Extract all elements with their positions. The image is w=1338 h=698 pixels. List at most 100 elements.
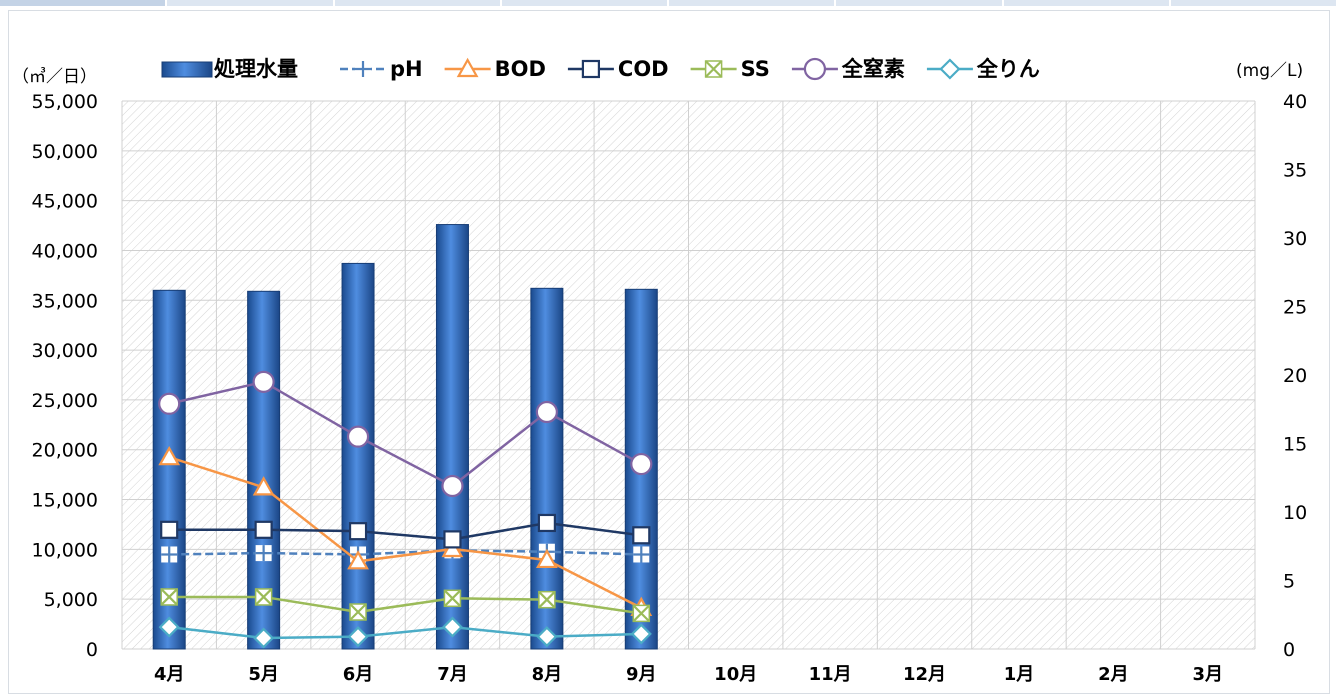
right-tick-label: 20 [1283, 365, 1307, 387]
legend-label: COD [618, 57, 669, 81]
series-polyline [169, 625, 642, 640]
series-line-square [160, 513, 651, 549]
right-axis-unit: (mg／L) [1236, 61, 1303, 81]
x-tick-label: 1月 [1004, 664, 1035, 685]
marker-square [581, 59, 601, 79]
x-tick-label: 12月 [903, 664, 946, 685]
series-polyline [169, 595, 642, 615]
left-tick-label: 20,000 [32, 440, 98, 462]
marker-triangle [347, 550, 369, 570]
legend-label: 処理水量 [214, 57, 298, 81]
marker-square [443, 530, 462, 549]
x-tick-label: 4月 [154, 664, 185, 685]
series-polyline [169, 549, 642, 556]
marker-circle [630, 452, 653, 476]
legend-label: pH [390, 57, 423, 81]
legend-label: BOD [495, 57, 546, 81]
marker-diamond [630, 623, 652, 645]
tab-strip-segment [334, 0, 502, 6]
left-tick-label: 35,000 [32, 290, 98, 312]
marker-circle [158, 392, 181, 415]
line-series [158, 370, 653, 649]
marker-plus [255, 545, 272, 562]
tab-strip-segment [501, 0, 669, 6]
left-tick-label: 50,000 [32, 141, 98, 163]
tab-strip-segment [167, 0, 335, 6]
right-tick-label: 10 [1283, 502, 1307, 524]
x-tick-label: 3月 [1193, 664, 1224, 685]
x-tick-label: 5月 [248, 664, 279, 685]
tab-strip-segment [669, 0, 837, 6]
right-tick-label: 15 [1283, 434, 1307, 456]
x-tick-label: 10月 [714, 664, 757, 685]
left-tick-label: 40,000 [32, 240, 98, 262]
marker-plus [355, 61, 371, 77]
left-axis: 0 5,000 10,000 15,000 20,000 25,000 30,000 35,0… [32, 91, 98, 661]
left-tick-label: 0 [86, 639, 98, 661]
right-tick-label: 35 [1283, 160, 1307, 182]
marker-x [349, 603, 367, 621]
marker-plus [633, 546, 650, 563]
marker-diamond [536, 626, 558, 648]
series-polyline [169, 521, 642, 541]
marker-plus [161, 546, 178, 563]
left-tick-label: 5,000 [44, 589, 98, 611]
legend-label: 全窒素 [841, 57, 905, 81]
right-tick-label: 40 [1283, 91, 1307, 113]
left-tick-label: 45,000 [32, 191, 98, 213]
left-tick-label: 30,000 [32, 340, 98, 362]
series-line-diamond [158, 616, 652, 649]
marker-circle [441, 474, 464, 498]
series-line-circle [158, 370, 653, 498]
bar-series-processed-water [152, 224, 658, 650]
marker-triangle [456, 57, 479, 78]
x-axis: 4月 5月 6月 7月 8月 9月 10月 11月 12月 1月 2月 3月 [154, 664, 1223, 685]
marker-x [254, 588, 273, 606]
legend-item: pH [340, 57, 423, 81]
marker-diamond [441, 616, 464, 638]
marker-square [160, 520, 179, 539]
marker-diamond [939, 58, 961, 80]
legend-item: 全りん [926, 57, 1040, 81]
x-tick-label: 11月 [809, 664, 852, 685]
x-tick-label: 2月 [1098, 664, 1129, 685]
marker-square [348, 522, 368, 541]
legend-swatch-bar [161, 61, 213, 78]
marker-x [704, 60, 723, 78]
legend-item: BOD [444, 57, 546, 81]
marker-square [537, 513, 556, 533]
marker-circle [803, 57, 827, 81]
series-polyline [168, 380, 642, 488]
marker-square [254, 520, 273, 539]
tab-strip-segment [0, 0, 168, 6]
legend-item: SS [690, 57, 770, 81]
marker-diamond [347, 626, 369, 648]
tab-strip-segment [1170, 0, 1338, 6]
marker-x [443, 589, 462, 608]
right-tick-label: 0 [1283, 639, 1295, 661]
right-axis: 0 5 10 15 20 25 30 35 40 [1283, 91, 1307, 661]
legend: 処理水量 pH BOD COD SS 全窒素 全りん [161, 57, 1040, 81]
left-axis-unit: （㎥／日） [12, 67, 97, 87]
marker-square [632, 526, 651, 545]
gridlines [121, 100, 1256, 650]
legend-label: 全りん [976, 57, 1040, 81]
marker-x [632, 604, 651, 623]
left-tick-label: 25,000 [32, 390, 98, 412]
x-tick-label: 8月 [532, 664, 563, 685]
left-tick-label: 15,000 [32, 490, 98, 512]
right-tick-label: 25 [1283, 297, 1307, 319]
x-tick-label: 9月 [626, 664, 657, 685]
marker-circle [346, 425, 370, 448]
x-tick-label: 6月 [343, 664, 374, 685]
bar [341, 262, 375, 650]
tab-strip-segment [1003, 0, 1171, 6]
left-tick-label: 10,000 [32, 539, 98, 561]
marker-circle [252, 370, 275, 393]
marker-triangle [252, 476, 275, 496]
x-tick-label: 7月 [437, 664, 468, 685]
marker-triangle [535, 548, 558, 569]
top-tab-strip [0, 0, 1338, 8]
series-line-x [160, 588, 651, 623]
